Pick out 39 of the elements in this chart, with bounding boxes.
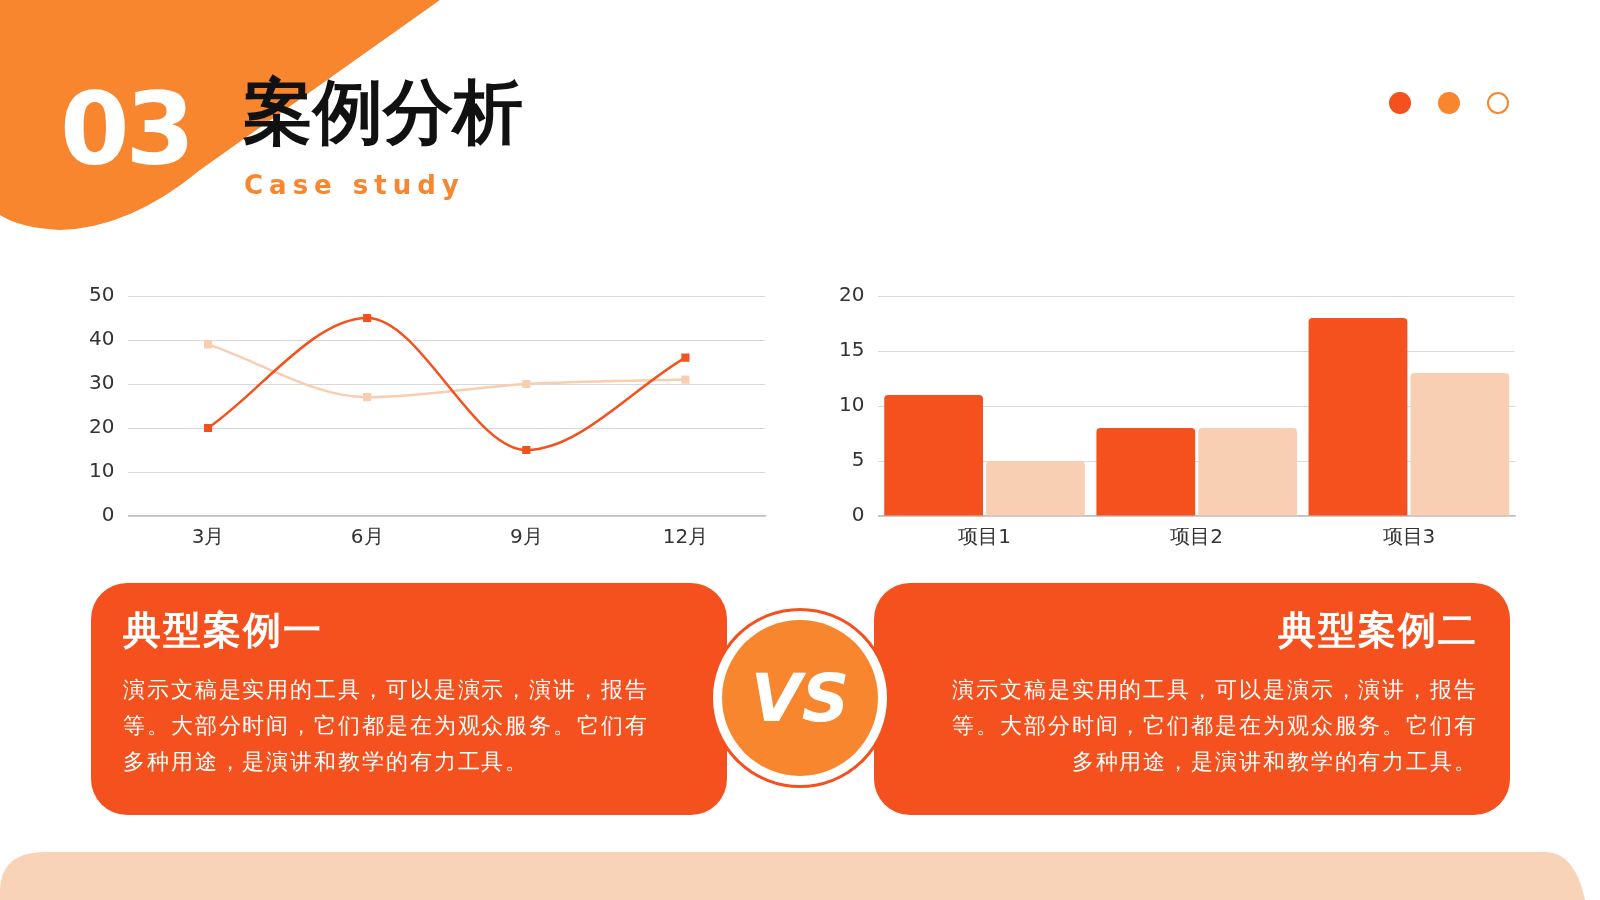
y-tick-label: 5 <box>851 447 865 472</box>
bar <box>1096 428 1196 516</box>
text: 演示文稿是实用的工具，可以是演示，演讲，报告等。大部分时间，它们都是在为观众服务。它们有多种用途，是演讲和教学的有力工具。 <box>123 676 650 776</box>
bar <box>884 395 984 516</box>
y-tick-label: 30 <box>89 370 115 395</box>
y-tick-label: 40 <box>89 326 115 351</box>
x-tick-label: 6月 <box>350 524 384 549</box>
y-tick-label: 15 <box>839 337 865 362</box>
y-tick-label: 10 <box>839 392 865 417</box>
text: 典型案例二 <box>1277 607 1478 654</box>
y-tick-label: 0 <box>101 502 115 527</box>
point <box>363 393 372 402</box>
point <box>203 423 213 433</box>
text: Case study <box>244 170 465 200</box>
text: VS <box>722 620 878 776</box>
x-tick-label: 项目3 <box>1382 524 1436 549</box>
text: 03 <box>60 71 192 188</box>
y-tick-label: 20 <box>839 282 865 307</box>
point <box>681 375 690 384</box>
x-tick-label: 项目2 <box>1170 524 1224 549</box>
point <box>522 379 531 389</box>
point <box>203 340 213 349</box>
y-tick-label: 20 <box>89 414 115 439</box>
point <box>681 353 690 362</box>
x-tick-label: 项目1 <box>958 524 1011 549</box>
text: 演示文稿是实用的工具，可以是演示，演讲，报告等。大部分时间，它们都是在为观众服务。它们有多种用途，是演讲和教学的有力工具。 <box>951 676 1478 776</box>
bar <box>1198 428 1298 516</box>
x-tick-label: 3月 <box>191 524 225 549</box>
bar <box>1410 373 1510 516</box>
bar <box>1308 318 1408 516</box>
text: 典型案例一 <box>123 607 324 654</box>
point <box>363 313 372 323</box>
point <box>522 445 531 455</box>
x-tick-label: 12月 <box>662 524 709 549</box>
y-tick-label: 0 <box>851 502 865 527</box>
y-tick-label: 10 <box>89 458 115 483</box>
bar <box>986 461 1085 516</box>
x-tick-label: 9月 <box>509 524 543 549</box>
y-tick-label: 50 <box>89 282 115 307</box>
